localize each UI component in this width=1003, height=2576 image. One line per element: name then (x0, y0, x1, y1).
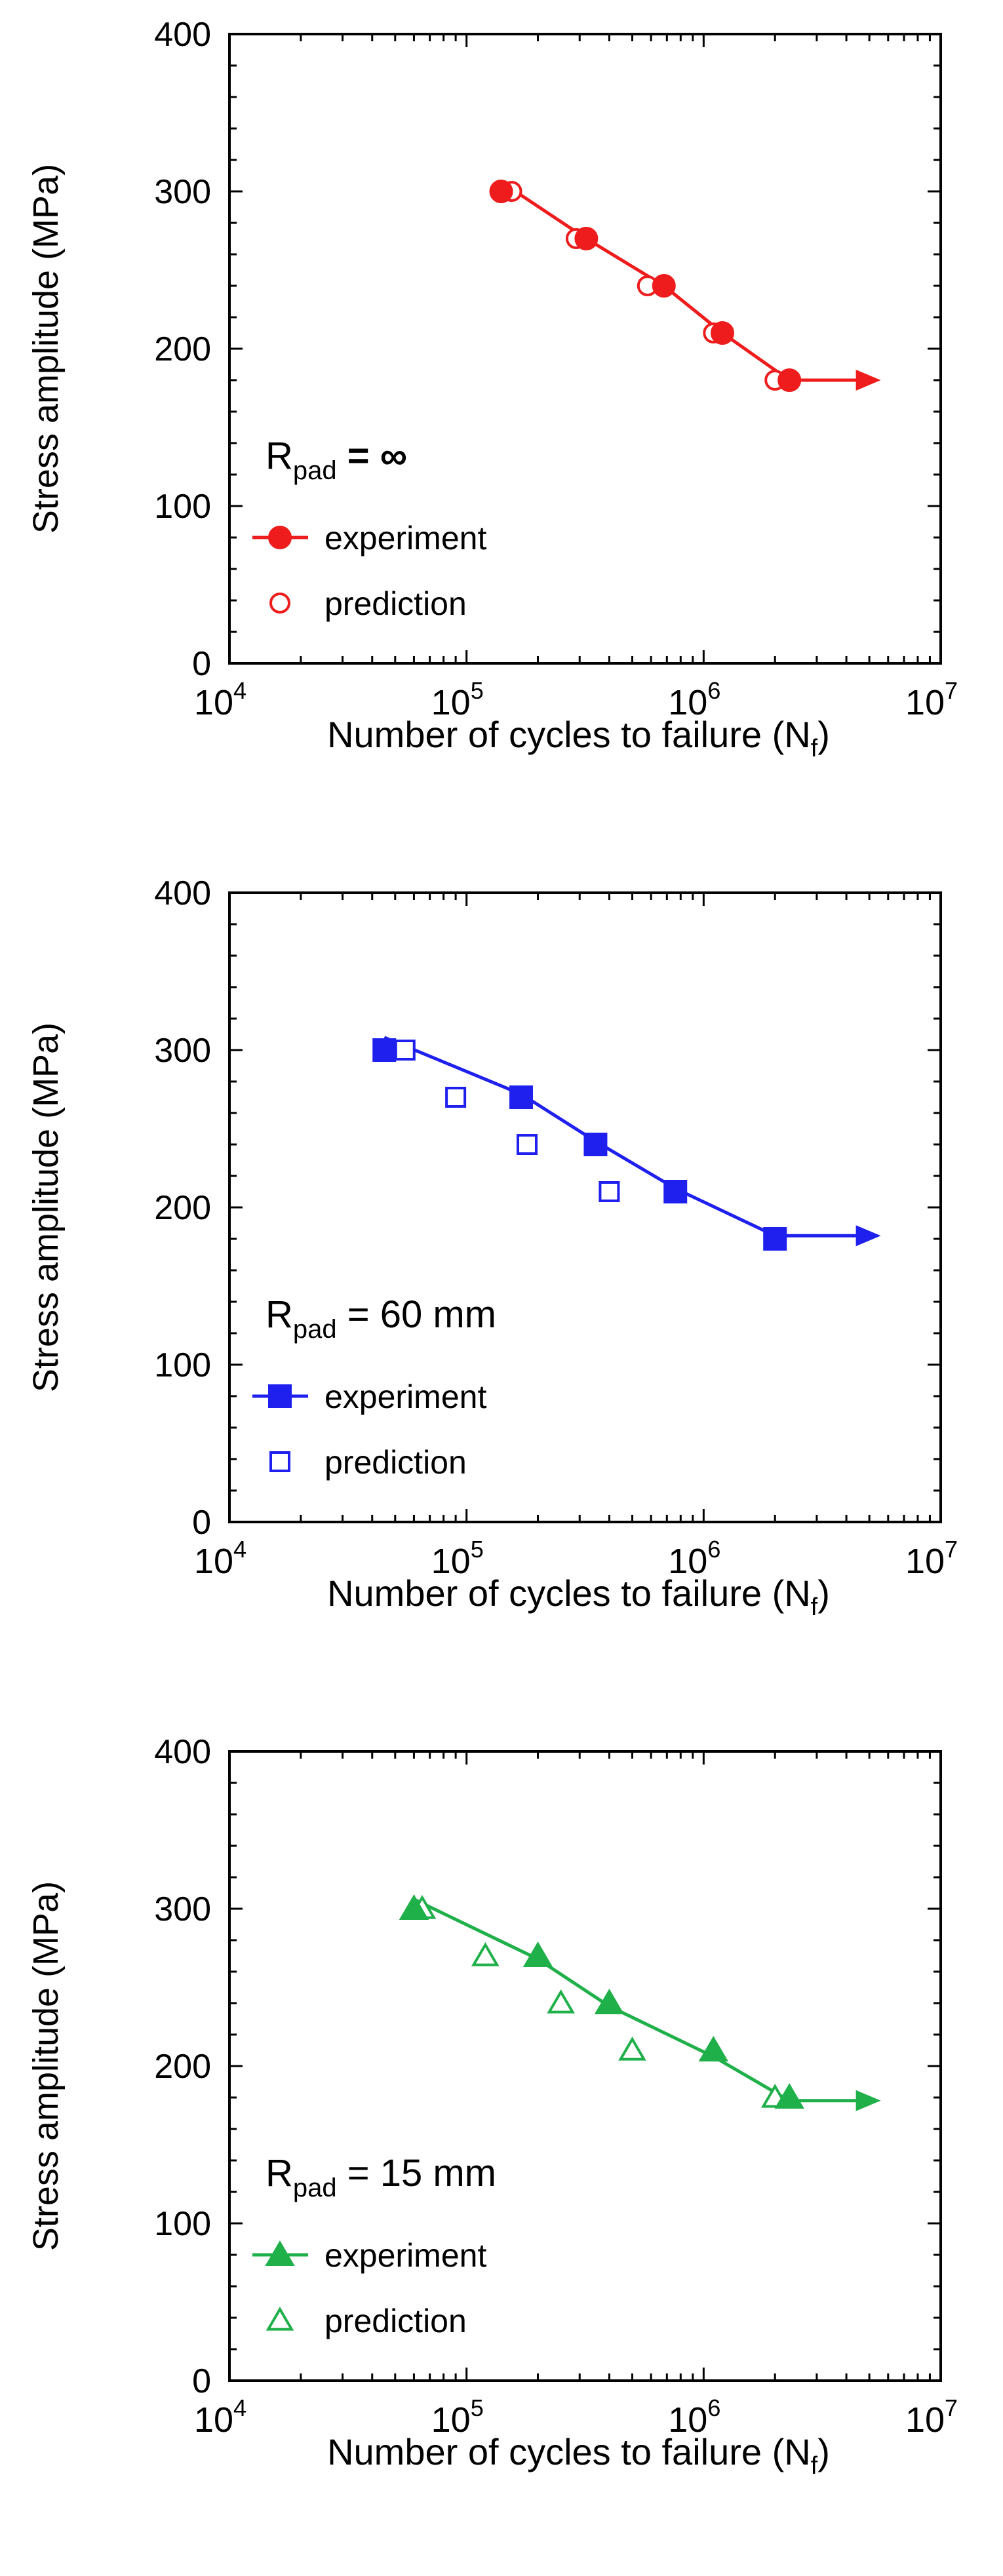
y-tick-label: 300 (154, 1032, 211, 1070)
y-tick-label: 400 (154, 1733, 211, 1771)
runout-arrow (856, 1225, 881, 1247)
y-tick-label: 400 (154, 16, 211, 54)
chart-panel-rpad-infinity: 0 100 200 300 400 104 105 106 107 Number of cycle… (26, 16, 958, 762)
x-tick-label: 106 (668, 2394, 720, 2440)
legend-title: Rpad = 60 mm (266, 1293, 496, 1344)
legend-title: Rpad = 15 mm (266, 2152, 496, 2202)
legend: Rpad = ∞ experiment prediction (252, 435, 486, 622)
legend-marker-prediction (266, 2307, 294, 2331)
prediction-series (408, 1895, 789, 2108)
experiment-point (509, 1085, 534, 1109)
x-axis-title: Number of cycles to failure (Nf) (327, 714, 830, 762)
experiment-series (399, 1894, 804, 2109)
legend-label-experiment: experiment (324, 2237, 486, 2274)
legend-label-prediction: prediction (324, 1444, 467, 1481)
x-tick-label: 104 (194, 1536, 246, 1581)
legend-title: Rpad = ∞ (266, 435, 407, 485)
experiment-series (489, 180, 802, 392)
x-tick-label: 106 (668, 677, 720, 722)
experiment-point (574, 227, 599, 250)
legend-marker-experiment (268, 1384, 292, 1408)
legend-label-prediction: prediction (324, 2303, 467, 2339)
experiment-point (399, 1894, 429, 1920)
fit-line (500, 180, 859, 382)
legend: Rpad = 15 mm experiment prediction (252, 2152, 496, 2339)
y-tick-label: 100 (154, 2205, 211, 2243)
prediction-point (394, 1040, 416, 1061)
legend-label-prediction: prediction (324, 585, 467, 622)
experiment-point (710, 321, 734, 345)
experiment-point (489, 180, 513, 203)
y-tick-label: 200 (154, 330, 211, 368)
plot-frame (228, 1750, 942, 2382)
experiment-point (774, 2083, 804, 2109)
runout-arrow (856, 2090, 881, 2111)
x-axis-title: Number of cycles to failure (Nf) (327, 1572, 830, 1621)
experiment-series (372, 1038, 787, 1251)
x-axis: 104 105 106 107 (194, 1751, 958, 2440)
experiment-point (594, 1989, 625, 2014)
experiment-point (372, 1038, 397, 1062)
x-tick-label: 106 (668, 1536, 720, 1581)
y-axis-title: Stress amplitude (MPa) (26, 1023, 66, 1392)
x-tick-label: 105 (431, 677, 484, 722)
chart-panel-rpad-60mm: 0 100 200 300 400 104 105 106 107 Number of cycle… (26, 874, 958, 1621)
x-axis: 104 105 106 107 (194, 34, 958, 722)
y-tick-label: 200 (154, 2048, 211, 2086)
experiment-point (663, 1180, 688, 1203)
y-tick-label: 300 (154, 173, 211, 211)
prediction-point (445, 1087, 467, 1108)
x-tick-label: 107 (905, 2394, 958, 2440)
prediction-point (599, 1181, 620, 1202)
plot-frame (228, 891, 942, 1523)
chart-panel-rpad-15mm: 0 100 200 300 400 104 105 106 107 Number of cycle… (26, 1733, 958, 2480)
fit-line (413, 1898, 859, 2103)
experiment-point (763, 1227, 787, 1251)
legend-label-experiment: experiment (324, 520, 486, 556)
runout-arrow (856, 370, 881, 391)
x-tick-label: 105 (431, 1536, 484, 1581)
y-axis: 0 100 200 300 400 (154, 1733, 941, 2400)
x-tick-label: 105 (431, 2394, 484, 2440)
plot-frame (228, 33, 942, 665)
experiment-point (522, 1942, 553, 1967)
y-axis-title: Stress amplitude (MPa) (26, 1881, 66, 2251)
legend-marker-prediction (269, 593, 290, 614)
legend-marker-experiment (265, 2240, 295, 2266)
y-tick-label: 100 (154, 1346, 211, 1384)
experiment-point (583, 1133, 608, 1156)
y-tick-label: 0 (192, 2362, 211, 2400)
y-tick-label: 0 (192, 645, 211, 683)
experiment-point (777, 368, 802, 392)
fit-line (384, 1036, 859, 1238)
experiment-point (698, 2036, 729, 2061)
x-tick-label: 107 (905, 677, 958, 722)
y-axis-title: Stress amplitude (MPa) (26, 164, 66, 534)
prediction-series (501, 181, 786, 391)
x-axis-title: Number of cycles to failure (Nf) (327, 2431, 830, 2480)
x-tick-label: 107 (905, 1536, 958, 1581)
x-tick-label: 104 (194, 2394, 246, 2440)
legend-label-experiment: experiment (324, 1378, 486, 1415)
experiment-point (652, 274, 676, 298)
legend: Rpad = 60 mm experiment prediction (252, 1293, 496, 1481)
y-tick-label: 200 (154, 1189, 211, 1227)
x-axis: 104 105 106 107 (194, 893, 958, 1581)
prediction-point (471, 1942, 500, 1966)
legend-marker-experiment (268, 526, 292, 549)
y-axis: 0 100 200 300 400 (154, 16, 941, 683)
y-tick-label: 100 (154, 488, 211, 526)
prediction-point (516, 1134, 538, 1155)
prediction-point (618, 2037, 646, 2061)
y-axis: 0 100 200 300 400 (154, 874, 941, 1542)
y-tick-label: 0 (192, 1504, 211, 1542)
x-tick-label: 104 (194, 677, 246, 722)
prediction-point (547, 1989, 575, 2014)
y-tick-label: 400 (154, 874, 211, 912)
y-tick-label: 300 (154, 1890, 211, 1928)
legend-marker-prediction (269, 1451, 290, 1472)
